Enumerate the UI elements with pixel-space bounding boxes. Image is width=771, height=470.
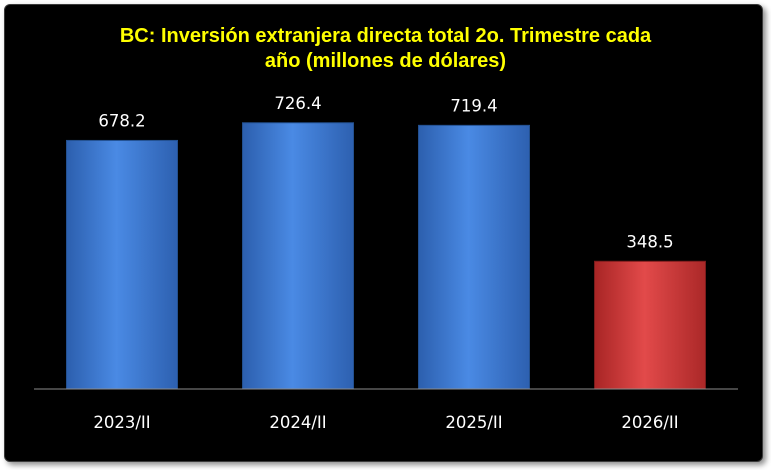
value-label: 678.2 [98, 111, 145, 130]
bar-2023-ii [66, 139, 178, 390]
value-label: 719.4 [450, 96, 497, 115]
chart-title-line-2: año (millones de dólares) [264, 50, 507, 72]
category-label: 2024/II [269, 413, 326, 432]
bar-2025-ii [418, 124, 530, 390]
value-label: 348.5 [626, 232, 673, 251]
bar-2026-ii [594, 260, 706, 390]
bar-2024-ii [242, 122, 354, 390]
category-label: 2026/II [621, 413, 678, 432]
chart-title-line-1: BC: Inversión extranjera directa total 2… [119, 25, 652, 47]
chart-title: BC: Inversión extranjera directa total 2… [0, 24, 771, 74]
category-label: 2023/II [93, 413, 150, 432]
value-label: 726.4 [274, 94, 321, 113]
category-label: 2025/II [445, 413, 502, 432]
